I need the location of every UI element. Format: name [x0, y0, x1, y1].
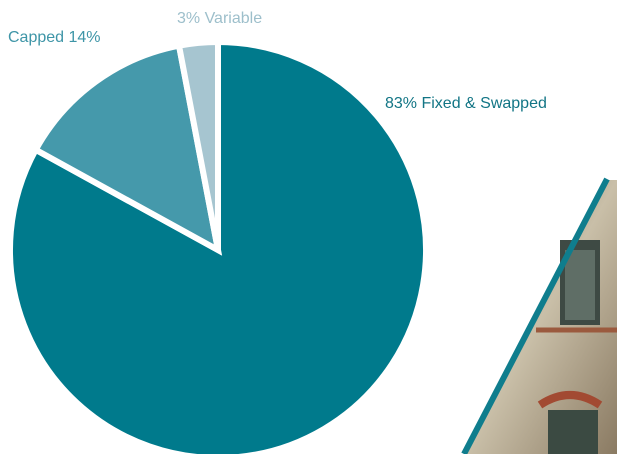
- page: 83% Fixed & Swapped Capped 14% 3% Variable: [0, 0, 617, 454]
- slice-label: 3% Variable: [177, 10, 262, 27]
- photo: [464, 179, 617, 454]
- slice-label: Capped 14%: [8, 29, 101, 46]
- pie: [10, 42, 426, 454]
- slice-label: 83% Fixed & Swapped: [385, 95, 547, 112]
